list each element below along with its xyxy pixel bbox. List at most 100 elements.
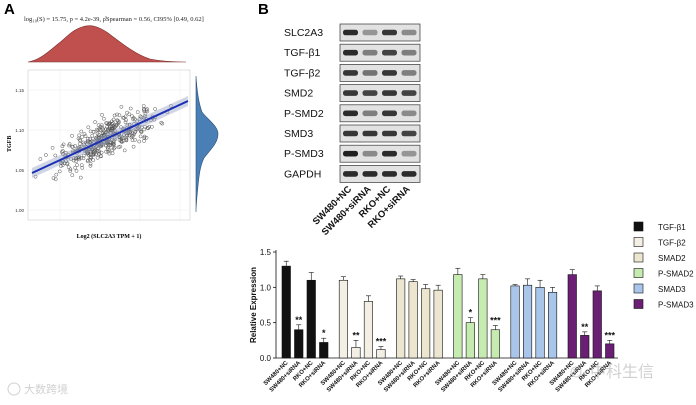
y-tick-label: 1.0 xyxy=(260,283,272,292)
bar xyxy=(363,301,374,359)
scatter-point xyxy=(86,125,91,130)
y-tick-label: 0.5 xyxy=(260,319,272,328)
watermark-right-text: 中科生信 xyxy=(590,363,654,381)
scatter-point xyxy=(60,149,65,153)
scatter-point xyxy=(145,107,149,111)
blot-strip xyxy=(339,23,421,42)
scatter-point xyxy=(67,143,71,148)
scatter-point xyxy=(150,124,154,129)
scatter-plot xyxy=(27,69,191,221)
scatter-point xyxy=(159,120,164,125)
scatter-point xyxy=(160,121,165,126)
scatter-point xyxy=(137,139,142,144)
scatter-point xyxy=(113,125,117,129)
scatter-point xyxy=(100,125,105,130)
scatter-point xyxy=(116,118,120,123)
scatter-point xyxy=(139,115,144,120)
scatter-point xyxy=(138,134,143,139)
scatter-point xyxy=(104,143,108,148)
scatter-point xyxy=(60,150,64,154)
scatter-point xyxy=(80,135,84,139)
scatter-point xyxy=(139,130,144,134)
scatter-point xyxy=(143,114,147,119)
scatter-point xyxy=(133,129,138,134)
watermark-left: 大数跨境 xyxy=(7,382,68,396)
scatter-point xyxy=(100,112,104,117)
bar xyxy=(478,278,488,359)
blot-label: TGF-β1 xyxy=(284,47,321,59)
scatter-point xyxy=(87,147,92,152)
scatter-point xyxy=(152,117,157,122)
scatter-point xyxy=(108,121,112,126)
scatter-point xyxy=(145,126,150,130)
scatter-point xyxy=(78,175,83,180)
scatter-point xyxy=(101,116,106,121)
scatter-point xyxy=(131,116,136,120)
scatter-point xyxy=(66,165,71,170)
scatter-point xyxy=(119,104,124,109)
blot-band xyxy=(382,150,397,157)
blot-band xyxy=(401,49,417,56)
blot-label: TGF-β2 xyxy=(284,67,321,79)
bar xyxy=(605,343,615,359)
scatter-point xyxy=(59,164,63,168)
y-tick-1: 1.15 xyxy=(15,88,24,93)
scatter-point xyxy=(96,133,101,137)
legend-swatch xyxy=(633,283,644,294)
blot-band xyxy=(343,130,358,137)
scatter-point xyxy=(110,148,115,153)
scatter-point xyxy=(122,148,127,153)
scatter-point xyxy=(98,124,103,129)
y-tick-3: 1.05 xyxy=(15,168,24,173)
scatter-point xyxy=(73,144,78,148)
scatter-point xyxy=(105,141,109,146)
blot-band xyxy=(382,130,397,137)
scatter-point xyxy=(122,132,126,137)
scatter-point xyxy=(88,136,92,141)
western-blot: SLC2A3 TGF-β1 TGF-β2 SMD2 P-SMD2 SMD3 P-SMD3 GA… xyxy=(284,23,421,238)
scatter-point xyxy=(108,143,113,147)
bar xyxy=(522,284,533,359)
blot-band xyxy=(362,150,378,157)
bar xyxy=(592,290,602,359)
scatter-point xyxy=(53,177,58,181)
scatter-point xyxy=(96,128,100,133)
scatter-point xyxy=(80,165,85,170)
blot-band xyxy=(401,29,417,36)
blot-label: SMD3 xyxy=(284,128,313,140)
bar xyxy=(453,274,463,359)
scatter-point xyxy=(125,123,130,128)
scatter-point xyxy=(117,113,122,118)
scatter-point xyxy=(99,154,103,159)
scatter-point xyxy=(122,116,126,120)
legend-swatch xyxy=(633,299,644,309)
blot-band xyxy=(343,29,358,36)
scatter-point xyxy=(133,137,137,142)
scatter-point xyxy=(71,156,76,161)
scatter-point xyxy=(104,121,109,125)
bar xyxy=(396,278,406,359)
scatter-point xyxy=(141,104,146,108)
scatter-ylabel: TGFB xyxy=(7,136,13,152)
scatter-point xyxy=(135,119,139,124)
scatter-point xyxy=(51,176,56,180)
scatter-point xyxy=(104,149,108,154)
legend-label: P-SMAD2 xyxy=(658,270,694,279)
blot-band xyxy=(362,171,378,177)
scatter-point xyxy=(138,114,143,119)
scatter-point xyxy=(44,153,48,157)
significance-mark: * xyxy=(322,328,326,338)
legend-label: TGF-β2 xyxy=(658,239,686,248)
scatter-point xyxy=(131,144,136,149)
scatter-point xyxy=(88,161,93,166)
legend-swatch xyxy=(633,221,644,232)
scatter-point xyxy=(111,126,115,130)
bar xyxy=(306,279,316,359)
watermark-right: 中科生信 xyxy=(570,363,654,381)
scatter-point xyxy=(92,150,96,155)
scatter-point xyxy=(112,113,117,118)
scatter-point xyxy=(135,110,140,114)
scatter-point xyxy=(153,107,157,111)
scatter-point xyxy=(142,134,147,139)
